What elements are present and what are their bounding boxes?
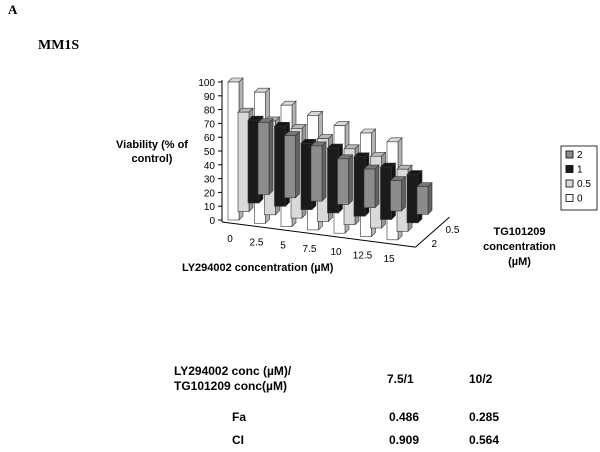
y-tick-label: 60 [204,133,216,144]
y-axis-label: Viability (% of control) [116,139,188,165]
z-tick-label: 2 [432,239,438,250]
x-tick-label: 5 [280,241,286,252]
bar-series-2-cat-7.5 [337,158,349,205]
z-axis-line [415,216,450,248]
bar-series-1-cat-12.5 [380,166,392,220]
y-tick-label: 50 [204,147,216,158]
bar-series-1-cat-10 [353,156,366,217]
legend-swatch [565,179,574,188]
table-header-label: LY294002 conc (µM)/ TG101209 conc(µM) [174,364,291,394]
x-tick-label: 12.5 [353,251,373,262]
cell-value: 0.285 [469,410,500,424]
cell-value: 0.486 [389,410,420,424]
bar-series-2-cat-10 [363,168,376,208]
row-label-fa: Fa [232,410,247,424]
x-tick-label: 7.5 [303,244,317,255]
x-tick-label: 10 [330,247,342,258]
bar-side [374,164,380,209]
cell-value: 0.564 [469,433,500,447]
y-tick-label: 80 [204,106,216,117]
legend-swatch [565,150,574,159]
cell-value: 0.909 [389,433,420,447]
header-line-1: LY294002 conc (µM)/ [174,364,292,378]
bar-series-1-cat-5 [300,143,313,210]
column-header: 7.5/1 [387,372,414,386]
bar-series-2-cat-5 [310,145,323,202]
legend-label: 1 [577,165,583,176]
y-tick-label: 0 [209,216,215,227]
bar-series-0-cat-0 [227,81,240,221]
legend-label: 2 [577,150,583,161]
bar-series-1-cat-7.5 [327,147,339,214]
bar-side [321,141,327,202]
y-tick-label: 100 [198,78,215,89]
header-line-2: TG101209 conc(µM) [174,379,287,393]
legend-label: 0 [577,194,583,205]
y-tick-label: 70 [204,119,216,130]
bar-series-0.5-cat-0 [237,111,250,212]
bar-side [295,130,300,199]
x-tick-label: 2.5 [250,237,264,248]
y-tick-label: 30 [204,175,216,186]
column-header: 10/2 [469,372,493,386]
bar-series-1-cat-0 [247,119,260,204]
bar-side [348,154,353,206]
bar-series-1-cat-15 [406,174,419,224]
legend-swatch [565,165,574,173]
bar-side [401,175,406,212]
legend-label: 0.5 [577,179,591,190]
bar-series-2-cat-15 [416,186,429,215]
bar-side [427,181,433,216]
bar-series-2-cat-12.5 [390,180,402,212]
z-axis-label: TG101209 concentration (µM) [483,226,556,268]
row-label-ci: CI [232,433,244,447]
y-tick-label: 10 [204,202,216,213]
legend-swatch [565,194,574,202]
x-axis-line [221,221,416,248]
x-tick-label: 15 [383,254,395,265]
bar-series-2-cat-0 [257,122,270,195]
z-tick-label: 0.5 [446,225,460,236]
y-tick-label: 90 [204,92,216,103]
bar-series-1-cat-2.5 [274,125,286,207]
y-tick-label: 20 [204,188,216,199]
bar-side [268,118,274,196]
x-axis-label: LY294002 concentration (µM) [182,262,334,274]
y-tick-label: 40 [204,161,216,172]
cell-line-title: MM1S [38,38,80,53]
x-tick-label: 0 [227,234,233,245]
bar-series-2-cat-2.5 [284,135,296,199]
panel-label: A [8,2,18,17]
